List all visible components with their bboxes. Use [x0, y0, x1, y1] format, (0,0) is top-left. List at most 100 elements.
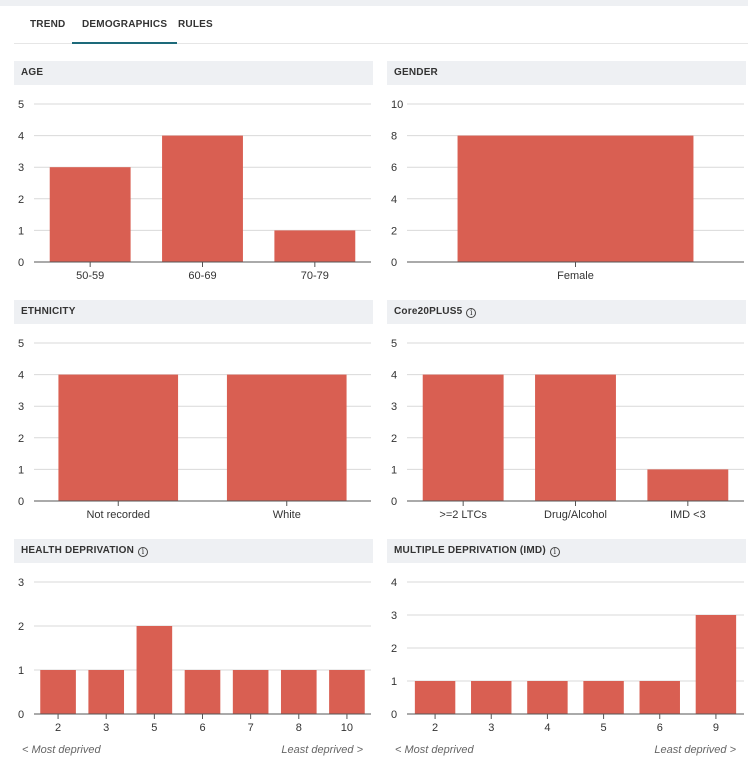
- x-tick-label: 5: [151, 722, 157, 734]
- age-panel: AGE 0 1 2 3 4 5 50-59 60-69 70-79: [14, 61, 373, 286]
- tab-bar: TREND DEMOGRAPHICS RULES: [14, 6, 748, 44]
- bar-ethnicity-Not recorded[interactable]: [58, 374, 179, 501]
- info-icon[interactable]: i: [466, 308, 477, 318]
- y-tick-label: 0: [18, 709, 24, 721]
- bar-core20-Drug/Alcohol[interactable]: [535, 374, 616, 501]
- bar-health-2[interactable]: [40, 670, 76, 714]
- y-tick-label: 3: [18, 401, 24, 413]
- y-tick-label: 1: [18, 225, 24, 237]
- bar-health-7[interactable]: [232, 670, 269, 714]
- health-panel: HEALTH DEPRIVATION i 0 1 2 3 2 3 5 6 7 8 10 < Most …: [14, 539, 373, 764]
- y-tick-label: 6: [391, 162, 397, 174]
- core20-panel-title: Core20PLUS5 i: [394, 300, 477, 324]
- bar-core20->=2 LTCs[interactable]: [422, 374, 504, 501]
- core20-title-text: Core20PLUS5: [394, 306, 463, 317]
- y-tick-label: 2: [391, 225, 397, 237]
- y-tick-label: 0: [391, 709, 397, 721]
- bar-gender-Female[interactable]: [457, 135, 694, 262]
- y-tick-label: 2: [391, 433, 397, 445]
- y-tick-label: 1: [18, 665, 24, 677]
- bar-health-5[interactable]: [136, 626, 173, 714]
- imd-panel-header: MULTIPLE DEPRIVATION (IMD) i: [387, 539, 746, 563]
- y-tick-label: 2: [18, 621, 24, 633]
- tab-trend[interactable]: TREND: [30, 19, 66, 30]
- x-tick-label: 70-79: [301, 270, 329, 282]
- core20-panel-header: Core20PLUS5 i: [387, 300, 746, 324]
- bar-age-70-79[interactable]: [274, 230, 356, 262]
- bar-imd-2[interactable]: [414, 681, 456, 714]
- bar-imd-4[interactable]: [527, 681, 568, 714]
- info-icon[interactable]: i: [138, 547, 149, 557]
- y-tick-label: 3: [391, 610, 397, 622]
- gender-panel-header: GENDER: [387, 61, 746, 85]
- x-tick-label: 4: [544, 722, 550, 734]
- most-deprived-note: < Most deprived: [22, 744, 101, 756]
- y-tick-label: 3: [391, 401, 397, 413]
- y-tick-label: 4: [18, 370, 24, 382]
- imd-title-text: MULTIPLE DEPRIVATION (IMD): [394, 545, 546, 556]
- x-tick-label: 6: [657, 722, 663, 734]
- imd-chart: 0 1 2 3 4 2 3 4 5 6 9: [391, 577, 744, 734]
- ethnicity-chart: 0 1 2 3 4 5 Not recorded White: [18, 338, 371, 521]
- bar-health-10[interactable]: [329, 670, 365, 714]
- y-tick-label: 2: [18, 194, 24, 206]
- x-tick-label: 10: [341, 722, 353, 734]
- x-tick-label: 50-59: [76, 270, 104, 282]
- y-tick-label: 1: [18, 464, 24, 476]
- x-tick-label: 2: [432, 722, 438, 734]
- least-deprived-note: Least deprived >: [281, 744, 363, 756]
- x-tick-label: 8: [296, 722, 302, 734]
- age-panel-header: AGE: [14, 61, 373, 85]
- y-tick-label: 5: [391, 338, 397, 350]
- info-icon[interactable]: i: [549, 547, 560, 557]
- bar-health-3[interactable]: [88, 670, 125, 714]
- y-tick-label: 2: [18, 433, 24, 445]
- x-tick-label: IMD <3: [670, 509, 706, 521]
- y-tick-label: 4: [391, 370, 397, 382]
- y-tick-label: 0: [391, 496, 397, 508]
- x-tick-label: 3: [488, 722, 494, 734]
- y-tick-label: 0: [18, 257, 24, 269]
- y-tick-label: 2: [391, 643, 397, 655]
- tab-rules[interactable]: RULES: [178, 19, 213, 30]
- x-tick-label: 60-69: [188, 270, 216, 282]
- bar-age-60-69[interactable]: [162, 135, 243, 262]
- health-chart: 0 1 2 3 2 3 5 6 7 8 10: [18, 577, 371, 734]
- x-tick-label: >=2 LTCs: [439, 509, 487, 521]
- bar-health-6[interactable]: [184, 670, 221, 714]
- x-tick-label: 2: [55, 722, 61, 734]
- x-tick-label: White: [273, 509, 301, 521]
- bar-imd-9[interactable]: [695, 615, 737, 714]
- most-deprived-note: < Most deprived: [395, 744, 474, 756]
- y-tick-label: 4: [18, 131, 24, 143]
- core20-panel: Core20PLUS5 i 0 1 2 3 4 5 >=2 LTCs Drug/Alcohol I…: [387, 300, 746, 525]
- bar-health-8[interactable]: [280, 670, 317, 714]
- top-strip: [0, 0, 748, 6]
- bar-imd-6[interactable]: [639, 681, 680, 714]
- y-tick-label: 5: [18, 99, 24, 111]
- bar-imd-5[interactable]: [583, 681, 624, 714]
- bar-age-50-59[interactable]: [49, 167, 131, 262]
- y-tick-label: 0: [391, 257, 397, 269]
- ethnicity-panel: ETHNICITY 0 1 2 3 4 5 Not recorded White: [14, 300, 373, 525]
- x-tick-label: 7: [248, 722, 254, 734]
- age-chart: 0 1 2 3 4 5 50-59 60-69 70-79: [18, 99, 371, 282]
- bar-ethnicity-White[interactable]: [226, 374, 347, 501]
- y-tick-label: 10: [391, 99, 403, 111]
- y-tick-label: 0: [18, 496, 24, 508]
- least-deprived-note: Least deprived >: [654, 744, 736, 756]
- bar-core20-IMD <3[interactable]: [647, 469, 729, 501]
- gender-chart: 0 2 4 6 8 10 Female: [391, 99, 744, 282]
- y-tick-label: 1: [391, 464, 397, 476]
- tab-demographics[interactable]: DEMOGRAPHICS: [72, 6, 178, 44]
- y-tick-label: 3: [18, 162, 24, 174]
- age-panel-title: AGE: [21, 67, 44, 78]
- bar-imd-3[interactable]: [471, 681, 512, 714]
- ethnicity-panel-title: ETHNICITY: [21, 306, 76, 317]
- x-tick-label: Drug/Alcohol: [544, 509, 607, 521]
- gender-panel-title: GENDER: [394, 67, 438, 78]
- y-tick-label: 3: [18, 577, 24, 589]
- imd-panel-title: MULTIPLE DEPRIVATION (IMD) i: [394, 539, 560, 563]
- x-tick-label: Not recorded: [86, 509, 150, 521]
